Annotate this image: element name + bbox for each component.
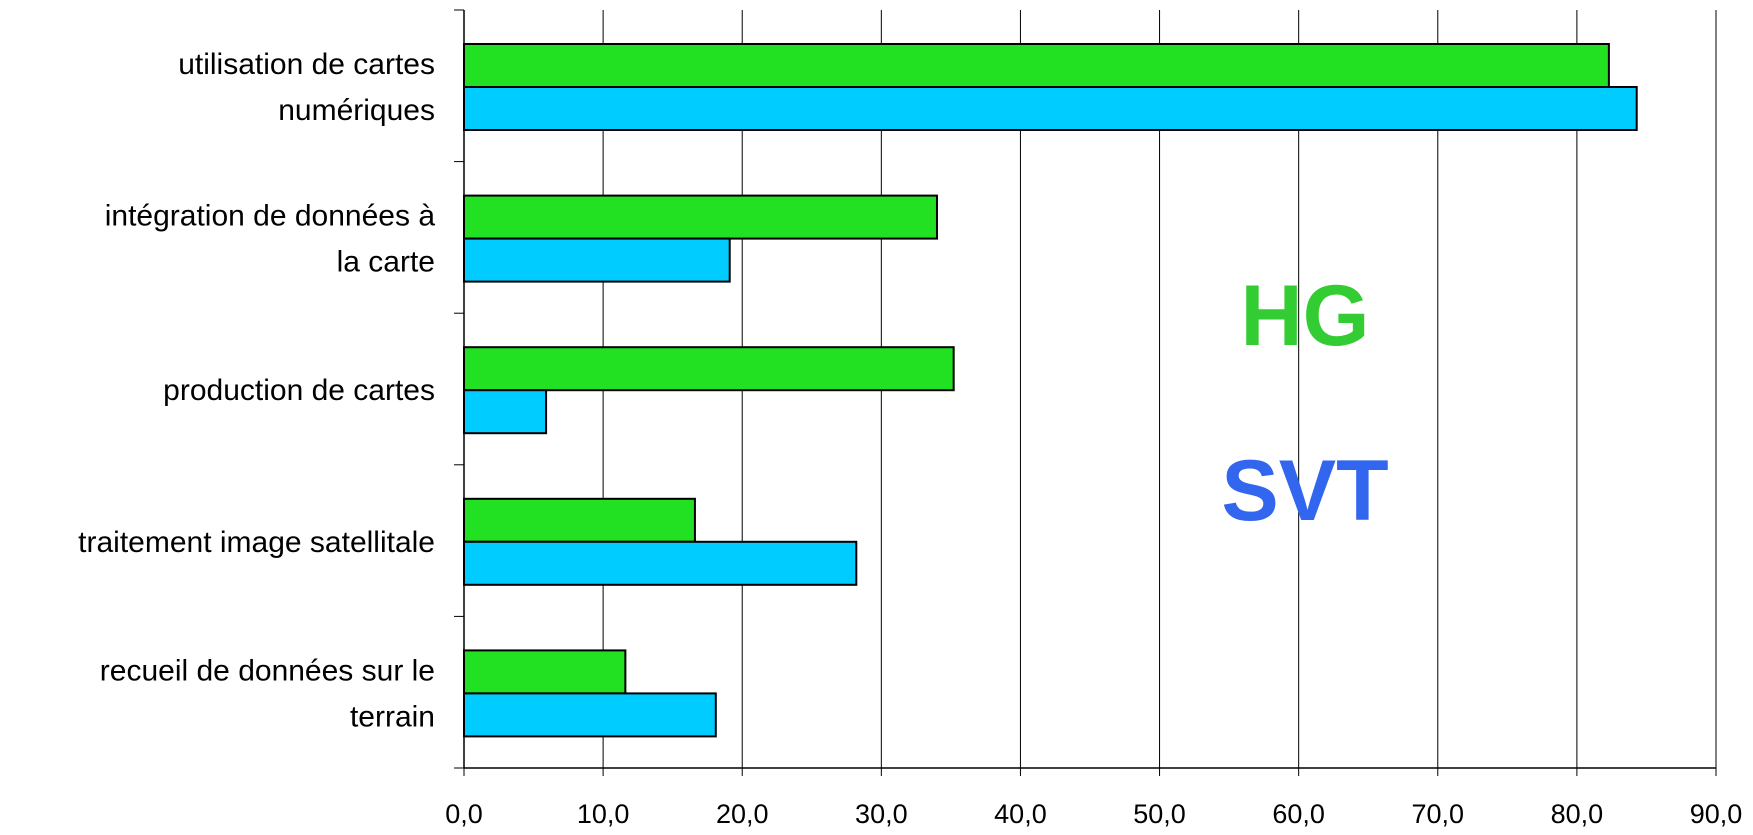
category-label: recueil de données sur le [100,654,435,687]
category-label: intégration de données à [105,200,436,233]
bar-hg [463,497,696,543]
x-tick-label: 30,0 [855,799,908,829]
axes [454,9,1717,776]
category-label: la carte [337,246,435,279]
category-label: production de cartes [163,374,435,407]
x-tick-label: 90,0 [1690,799,1743,829]
x-tick-label: 60,0 [1272,799,1325,829]
category-label: numériques [278,94,435,127]
x-tick-label: 10,0 [577,799,630,829]
x-tick-label: 70,0 [1411,799,1464,829]
bar-svt [463,237,731,283]
category-labels: utilisation de cartes numériques intégrati… [78,48,435,733]
series-label-hg: HG [1241,268,1370,364]
x-tick-label: 80,0 [1551,799,1604,829]
bar-hg [463,649,627,695]
bar-svt [463,389,548,435]
category-label: terrain [350,700,435,733]
bars [463,43,1638,738]
x-tick-label: 50,0 [1133,799,1186,829]
x-tick-labels: 0,0 10,0 20,0 30,0 40,0 50,0 60,0 70,0 80,0 90,0 [445,799,1742,829]
category-label: traitement image satellitale [78,526,435,559]
x-tick-label: 0,0 [445,799,483,829]
series-label-svt: SVT [1221,443,1388,539]
bar-svt [463,692,717,738]
bar-hg [463,43,1610,88]
bar-hg [463,346,955,392]
x-tick-label: 40,0 [994,799,1047,829]
gridlines [602,10,1717,768]
bar-svt [463,86,1638,131]
category-label: utilisation de cartes [178,48,435,81]
x-tick-label: 20,0 [716,799,769,829]
bar-svt [463,540,858,586]
bar-hg [463,194,938,240]
